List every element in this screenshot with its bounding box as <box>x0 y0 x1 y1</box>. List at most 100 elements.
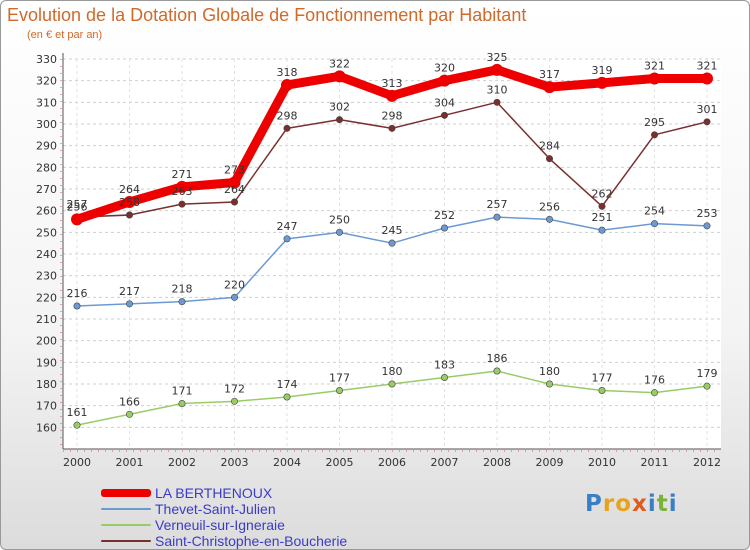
data-point <box>596 76 608 89</box>
y-tick-label: 290 <box>36 140 57 153</box>
y-tick-label: 220 <box>36 291 57 304</box>
data-point <box>73 302 81 310</box>
legend-swatch <box>101 524 151 526</box>
data-label: 177 <box>592 372 613 385</box>
data-label: 216 <box>67 287 88 300</box>
data-label: 319 <box>592 64 613 77</box>
data-point <box>176 180 188 193</box>
logo-letter: x <box>632 491 648 517</box>
data-point <box>126 211 134 219</box>
y-tick-label: 280 <box>36 161 57 174</box>
data-label: 186 <box>487 352 508 365</box>
y-tick-label: 320 <box>36 75 57 88</box>
x-tick-label: 2012 <box>693 456 721 469</box>
data-point <box>493 98 501 106</box>
data-point <box>281 79 293 91</box>
y-tick-label: 210 <box>36 313 57 326</box>
data-label: 262 <box>592 187 613 200</box>
data-label: 273 <box>224 164 245 177</box>
data-label: 271 <box>172 168 193 181</box>
data-label: 174 <box>277 378 298 391</box>
data-label: 180 <box>539 365 560 378</box>
data-label: 247 <box>277 220 298 233</box>
data-point <box>493 213 501 221</box>
y-tick-label: 200 <box>36 335 57 348</box>
data-label: 304 <box>434 96 455 109</box>
data-point <box>335 386 343 394</box>
x-tick-label: 2001 <box>116 456 144 469</box>
legend-label: Verneuil-sur-Igneraie <box>155 517 285 533</box>
data-point <box>283 124 291 132</box>
data-point <box>388 380 396 388</box>
data-point <box>703 118 711 126</box>
data-point <box>126 410 134 418</box>
data-label: 179 <box>697 367 718 380</box>
data-point <box>123 196 136 208</box>
data-label: 298 <box>382 109 403 122</box>
data-label: 254 <box>644 205 665 218</box>
x-tick-label: 2008 <box>483 456 511 469</box>
data-point <box>543 81 556 94</box>
x-tick-label: 2003 <box>221 456 249 469</box>
x-tick-label: 2006 <box>378 456 406 469</box>
data-point <box>545 380 553 388</box>
data-label: 177 <box>329 372 350 385</box>
x-tick-label: 2004 <box>273 456 301 469</box>
data-label: 253 <box>697 207 718 220</box>
data-point <box>598 226 606 234</box>
data-point <box>491 63 503 76</box>
proxiti-logo: Proxiti <box>585 491 678 517</box>
data-point <box>388 124 396 132</box>
logo-letter: r <box>602 491 616 517</box>
data-label: 161 <box>67 406 88 419</box>
data-label: 217 <box>119 285 140 298</box>
y-tick-label: 300 <box>36 118 57 131</box>
data-point <box>440 224 448 232</box>
data-label: 166 <box>119 395 140 408</box>
data-label: 180 <box>382 365 403 378</box>
data-point <box>650 220 658 228</box>
data-point <box>386 89 398 102</box>
x-tick-label: 2011 <box>641 456 669 469</box>
logo-letter: P <box>585 491 603 517</box>
data-label: 218 <box>172 283 193 296</box>
logo-letter: i <box>668 491 678 517</box>
data-label: 321 <box>644 60 665 73</box>
data-point <box>493 367 501 375</box>
chart-title: Evolution de la Dotation Globale de Fonc… <box>7 5 527 25</box>
y-tick-label: 260 <box>36 205 57 218</box>
data-label: 302 <box>329 101 350 114</box>
data-point <box>440 111 448 119</box>
data-point <box>231 293 239 301</box>
x-tick-label: 2000 <box>63 456 91 469</box>
logo-letter: t <box>656 491 669 517</box>
data-label: 256 <box>539 200 560 213</box>
data-point <box>126 300 134 308</box>
data-label: 264 <box>224 183 245 196</box>
y-tick-label: 180 <box>36 378 57 391</box>
x-tick-label: 2010 <box>588 456 616 469</box>
data-label: 264 <box>119 183 140 196</box>
data-label: 250 <box>329 213 350 226</box>
data-point <box>335 228 343 236</box>
legend-label: Saint-Christophe-en-Boucherie <box>155 533 348 549</box>
data-point <box>178 200 186 208</box>
y-tick-label: 170 <box>36 400 57 413</box>
data-label: 176 <box>644 374 665 387</box>
data-point <box>333 70 346 83</box>
data-point <box>178 298 186 306</box>
logo-letter: i <box>647 491 657 517</box>
data-label: 257 <box>487 198 508 211</box>
data-point <box>71 213 83 226</box>
data-point <box>228 176 241 189</box>
data-point <box>545 215 553 223</box>
data-label: 320 <box>434 62 455 75</box>
data-label: 258 <box>119 196 140 209</box>
data-point <box>335 116 343 124</box>
data-label: 251 <box>592 211 613 224</box>
data-label: 263 <box>172 185 193 198</box>
data-point <box>438 74 451 87</box>
y-tick-label: 160 <box>36 421 57 434</box>
